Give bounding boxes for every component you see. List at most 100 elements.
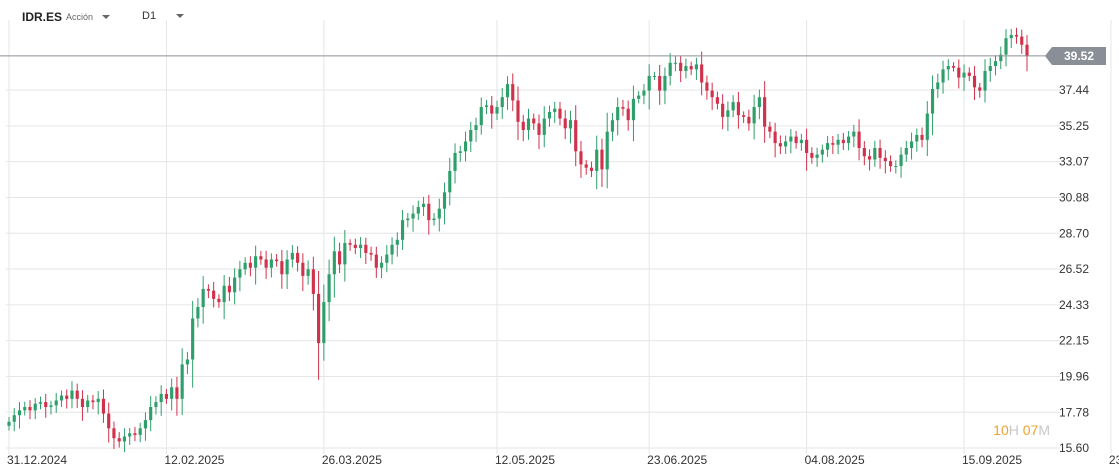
candle <box>742 111 746 124</box>
candle-body <box>285 259 289 275</box>
candle <box>1004 29 1008 67</box>
candle-body <box>784 141 788 147</box>
candle-body <box>694 64 698 70</box>
candle-body <box>427 203 431 221</box>
candle-body <box>154 402 158 408</box>
candle <box>878 139 882 169</box>
candle-body <box>301 262 305 276</box>
candle <box>495 100 499 120</box>
candle <box>212 282 216 308</box>
candle <box>626 100 630 131</box>
symbol-selector[interactable]: IDR.ES Acción <box>22 10 111 24</box>
candle-body <box>44 402 48 408</box>
candle <box>421 196 426 216</box>
candle-body <box>75 390 79 399</box>
candle <box>862 141 866 166</box>
candle-countdown: 10H 07M <box>993 422 1050 438</box>
y-tick-label: 28.70 <box>1059 226 1089 240</box>
candle-body <box>904 148 908 155</box>
candle <box>427 194 431 235</box>
candle <box>920 127 924 148</box>
candle-body <box>563 118 567 129</box>
candle-body <box>495 107 499 114</box>
candle-body <box>164 393 168 399</box>
x-tick-label: 26.03.2025 <box>322 453 382 467</box>
candle-body <box>212 290 216 299</box>
candle <box>86 394 90 413</box>
x-tick-label: 04.08.2025 <box>805 453 865 467</box>
candle <box>930 75 935 136</box>
candle <box>747 109 751 131</box>
candle <box>831 135 835 155</box>
candle <box>395 232 399 257</box>
candle-body <box>432 218 436 221</box>
candle <box>23 401 27 416</box>
candle-body <box>133 433 137 435</box>
countdown-minutes-unit: M <box>1038 422 1050 438</box>
timeframe-label: D1 <box>142 10 157 22</box>
candle-body <box>374 254 378 268</box>
candle-body <box>463 141 468 152</box>
candle-body <box>296 252 300 263</box>
symbol-dropdown-caret-icon[interactable] <box>102 15 111 19</box>
timeframe-dropdown-caret-icon[interactable] <box>176 14 185 18</box>
candle <box>957 59 961 89</box>
candle-body <box>568 120 573 129</box>
candle-body <box>248 262 252 268</box>
x-axis: 31.12.2024 12.02.2025 26.03.2025 12.05.2025… <box>7 453 1119 467</box>
candle <box>526 108 531 140</box>
countdown-hours: 10 <box>993 422 1009 438</box>
candle <box>243 257 247 275</box>
candle <box>112 421 116 449</box>
y-tick-label: 30.88 <box>1059 191 1089 205</box>
candle <box>154 396 158 415</box>
candle-body <box>574 120 578 152</box>
candle-body <box>894 166 898 168</box>
candle-body <box>28 407 32 411</box>
candle-body <box>951 66 956 68</box>
candle <box>117 432 121 448</box>
candle <box>637 91 641 104</box>
candle-body <box>521 121 525 130</box>
candle-body <box>967 72 971 76</box>
candle <box>290 244 294 268</box>
candle-body <box>757 97 761 108</box>
candle-body <box>920 134 924 140</box>
candle-body <box>637 95 641 99</box>
candle <box>484 99 489 115</box>
candle <box>873 140 877 167</box>
candle <box>925 101 929 157</box>
candle <box>936 73 940 98</box>
candle <box>799 133 803 151</box>
y-tick-label: 22.15 <box>1059 334 1089 348</box>
candle <box>400 209 405 250</box>
candle <box>479 97 483 135</box>
x-tick-label: 23.06.2025 <box>647 453 707 467</box>
candle <box>248 256 252 277</box>
candle <box>700 51 704 96</box>
candle <box>80 390 85 421</box>
symbol-name: IDR.ES <box>22 10 63 24</box>
candle-body <box>610 120 615 132</box>
candle <box>474 117 478 142</box>
candle <box>233 268 237 305</box>
candle <box>332 236 336 298</box>
candle-body <box>553 108 557 112</box>
candle-body <box>511 84 515 101</box>
candle <box>70 381 74 409</box>
candle <box>721 94 725 130</box>
candle-body <box>143 420 148 429</box>
candle <box>259 250 263 265</box>
candle <box>353 238 357 255</box>
candle-body <box>668 62 672 76</box>
timeframe-selector[interactable]: D1 <box>142 10 185 22</box>
candle-body <box>983 70 987 91</box>
candle-body <box>642 90 646 96</box>
candle-body <box>505 84 510 98</box>
current-price-tag: 39.52 <box>1045 46 1106 65</box>
candle <box>54 393 58 413</box>
candle-body <box>721 103 725 117</box>
candle-body <box>180 364 184 399</box>
y-tick-label: 33.07 <box>1059 155 1089 169</box>
